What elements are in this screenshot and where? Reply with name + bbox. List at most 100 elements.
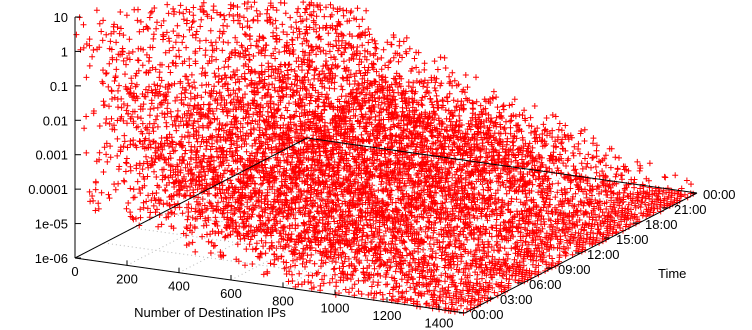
data-point — [155, 144, 162, 151]
data-point — [160, 31, 167, 38]
data-point — [348, 55, 355, 62]
data-point — [294, 88, 301, 94]
data-point — [147, 106, 154, 113]
data-point — [433, 92, 440, 99]
data-point — [361, 47, 368, 54]
data-point — [310, 46, 317, 53]
data-point — [207, 119, 214, 126]
data-point — [213, 56, 220, 63]
data-point — [281, 48, 288, 55]
data-point — [189, 83, 196, 90]
data-point — [202, 52, 209, 59]
data-point — [178, 90, 185, 97]
data-point — [127, 185, 134, 192]
data-point — [199, 65, 206, 72]
data-point — [123, 205, 130, 212]
data-point — [133, 81, 140, 88]
data-point — [446, 73, 453, 80]
data-point — [264, 270, 271, 277]
data-point — [198, 70, 205, 77]
data-point — [456, 112, 463, 119]
data-point — [314, 103, 321, 110]
data-point — [234, 93, 241, 100]
data-point — [306, 64, 313, 71]
data-point — [361, 64, 368, 71]
data-point — [297, 13, 304, 20]
data-point — [182, 150, 188, 157]
data-point — [284, 107, 291, 114]
data-point — [501, 124, 508, 131]
data-point — [320, 63, 327, 70]
data-point — [207, 101, 213, 108]
data-point — [127, 89, 134, 96]
data-point — [336, 5, 343, 12]
data-point — [126, 50, 132, 57]
data-point — [250, 17, 257, 24]
data-point — [145, 58, 152, 65]
data-point — [123, 61, 129, 68]
data-point — [230, 68, 237, 75]
data-point — [95, 200, 102, 207]
data-point — [83, 74, 90, 81]
data-point — [284, 67, 291, 74]
data-point — [200, 0, 207, 6]
data-point — [302, 9, 308, 16]
data-point — [187, 90, 194, 97]
data-point — [279, 94, 286, 100]
data-point — [233, 114, 239, 121]
data-point — [268, 109, 275, 116]
data-point — [103, 31, 110, 38]
data-point — [327, 1, 334, 8]
data-point — [150, 35, 157, 42]
data-point — [300, 0, 307, 6]
data-point — [243, 31, 249, 38]
data-point — [279, 21, 286, 28]
data-point — [216, 89, 223, 96]
data-point — [136, 28, 143, 35]
data-point — [311, 260, 318, 267]
data-point — [111, 78, 118, 84]
data-point — [245, 0, 251, 6]
data-point — [123, 12, 130, 19]
data-point — [184, 216, 191, 223]
data-point — [253, 245, 260, 252]
data-point — [259, 180, 266, 187]
data-point — [172, 39, 179, 46]
data-point — [234, 39, 240, 46]
data-point — [437, 54, 444, 61]
data-point — [165, 155, 172, 162]
data-point — [190, 18, 197, 25]
data-point — [186, 62, 193, 69]
data-point — [328, 80, 335, 86]
data-point — [215, 65, 222, 72]
data-point — [221, 12, 227, 19]
data-point — [173, 127, 180, 134]
data-point — [107, 143, 114, 150]
data-point — [305, 272, 312, 279]
data-point — [241, 75, 248, 82]
data-point — [406, 45, 413, 52]
data-point — [115, 166, 122, 173]
data-point — [169, 121, 176, 128]
data-point — [180, 33, 187, 40]
data-point — [111, 21, 118, 28]
data-point — [494, 104, 501, 111]
data-point — [190, 12, 197, 19]
data-point — [179, 39, 186, 46]
data-point — [308, 59, 315, 66]
data-point — [123, 107, 130, 114]
data-point — [354, 33, 361, 40]
data-point — [131, 108, 138, 115]
data-point — [147, 209, 154, 216]
data-point — [242, 91, 248, 98]
data-point — [246, 241, 253, 248]
data-point — [133, 124, 140, 131]
data-point — [113, 39, 120, 46]
data-point — [286, 61, 293, 68]
data-point — [190, 125, 197, 132]
data-point — [139, 120, 146, 127]
data-point — [98, 189, 105, 196]
data-point — [86, 62, 93, 69]
data-point — [202, 112, 209, 119]
